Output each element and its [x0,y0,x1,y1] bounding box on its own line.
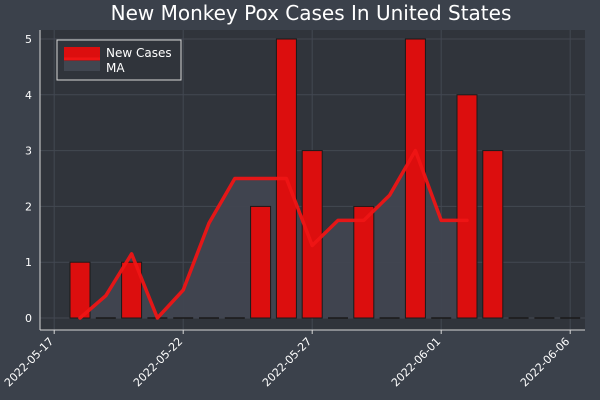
bar [69,261,91,319]
bar [301,150,323,319]
legend-swatch-ma [64,61,100,71]
bars [69,38,581,319]
y-tick-label: 1 [25,256,32,269]
y-tick-label: 4 [25,89,32,102]
bar [482,150,504,319]
ma-line-layer [78,148,469,320]
bar [121,261,143,319]
bar [250,205,272,319]
legend-swatch-new-cases [64,47,100,59]
y-tick-label: 3 [25,145,32,158]
legend-label-new-cases: New Cases [106,46,172,60]
bar [456,94,478,319]
legend: New Cases MA [56,39,182,81]
bar [353,205,375,319]
y-tick-label: 2 [25,200,32,213]
bar [404,38,426,319]
y-tick-label: 5 [25,33,32,46]
chart-title: New Monkey Pox Cases In United States [111,1,512,25]
y-tick-label: 0 [25,312,32,325]
legend-label-ma: MA [106,61,125,75]
ma-line [78,148,469,320]
